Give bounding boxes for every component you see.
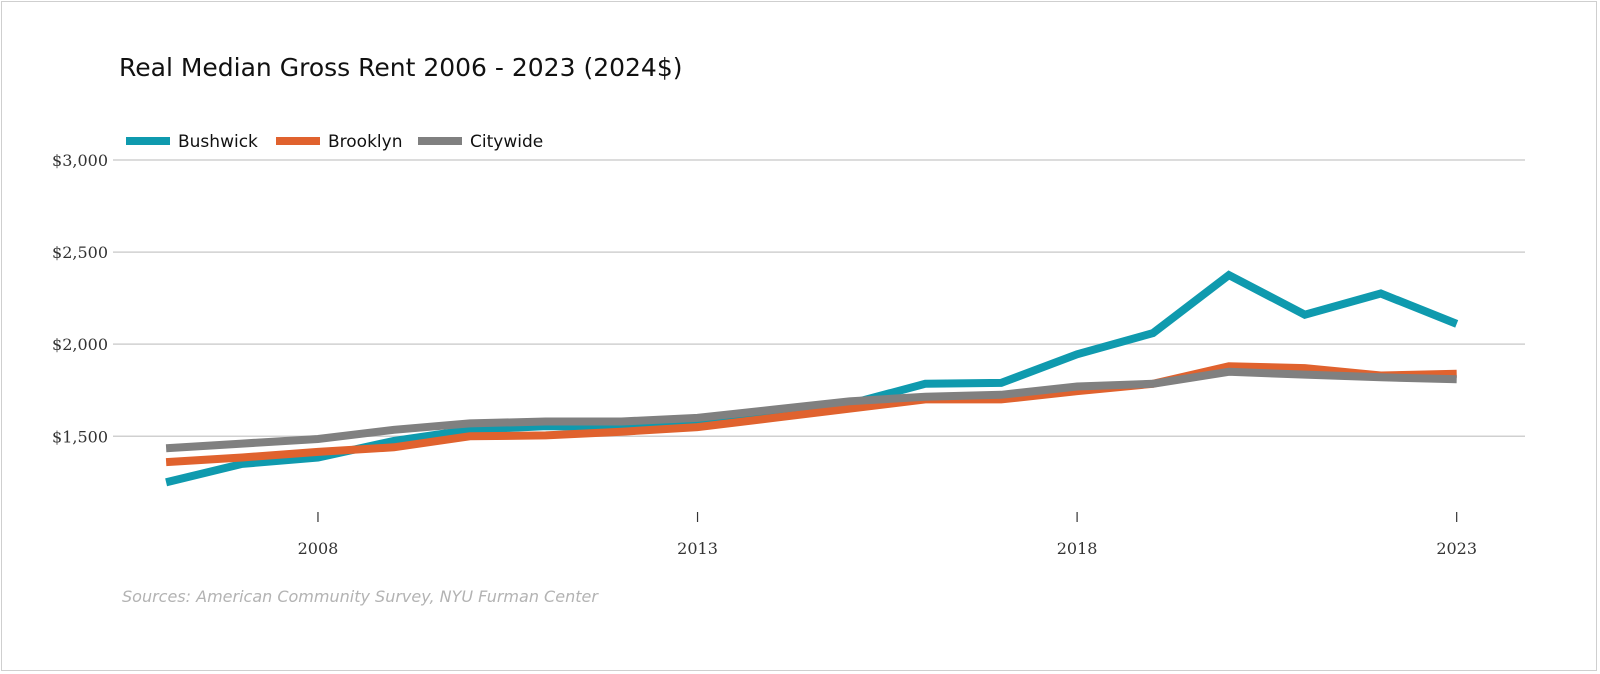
legend-item-brooklyn: Brooklyn — [276, 132, 402, 152]
legend-label: Brooklyn — [328, 132, 402, 152]
series-lines — [165, 270, 1459, 487]
legend: Bushwick Brooklyn Citywide — [126, 132, 543, 152]
source-note: Sources: American Community Survey, NYU … — [122, 587, 599, 606]
legend-label: Bushwick — [178, 132, 258, 152]
x-tick-label: 2013 — [677, 539, 718, 558]
y-tick-label: $3,000 — [52, 151, 108, 170]
series-line-citywide — [165, 367, 1457, 453]
legend-item-citywide: Citywide — [418, 132, 543, 152]
x-tick-label: 2023 — [1436, 539, 1477, 558]
legend-item-bushwick: Bushwick — [126, 132, 258, 152]
legend-label: Citywide — [470, 132, 543, 152]
x-tick-label: 2008 — [298, 539, 339, 558]
x-axis: 2008 2013 2018 2023 — [298, 512, 1477, 558]
x-tick-label: 2018 — [1057, 539, 1098, 558]
y-gridlines — [113, 159, 1525, 438]
series-line-brooklyn — [165, 362, 1457, 467]
y-tick-label: $2,500 — [52, 243, 108, 262]
y-axis: $1,500 $2,000 $2,500 $3,000 — [52, 151, 108, 446]
chart-title: Real Median Gross Rent 2006 - 2023 (2024… — [119, 53, 682, 82]
y-tick-label: $2,000 — [52, 335, 108, 354]
y-tick-label: $1,500 — [52, 427, 108, 446]
